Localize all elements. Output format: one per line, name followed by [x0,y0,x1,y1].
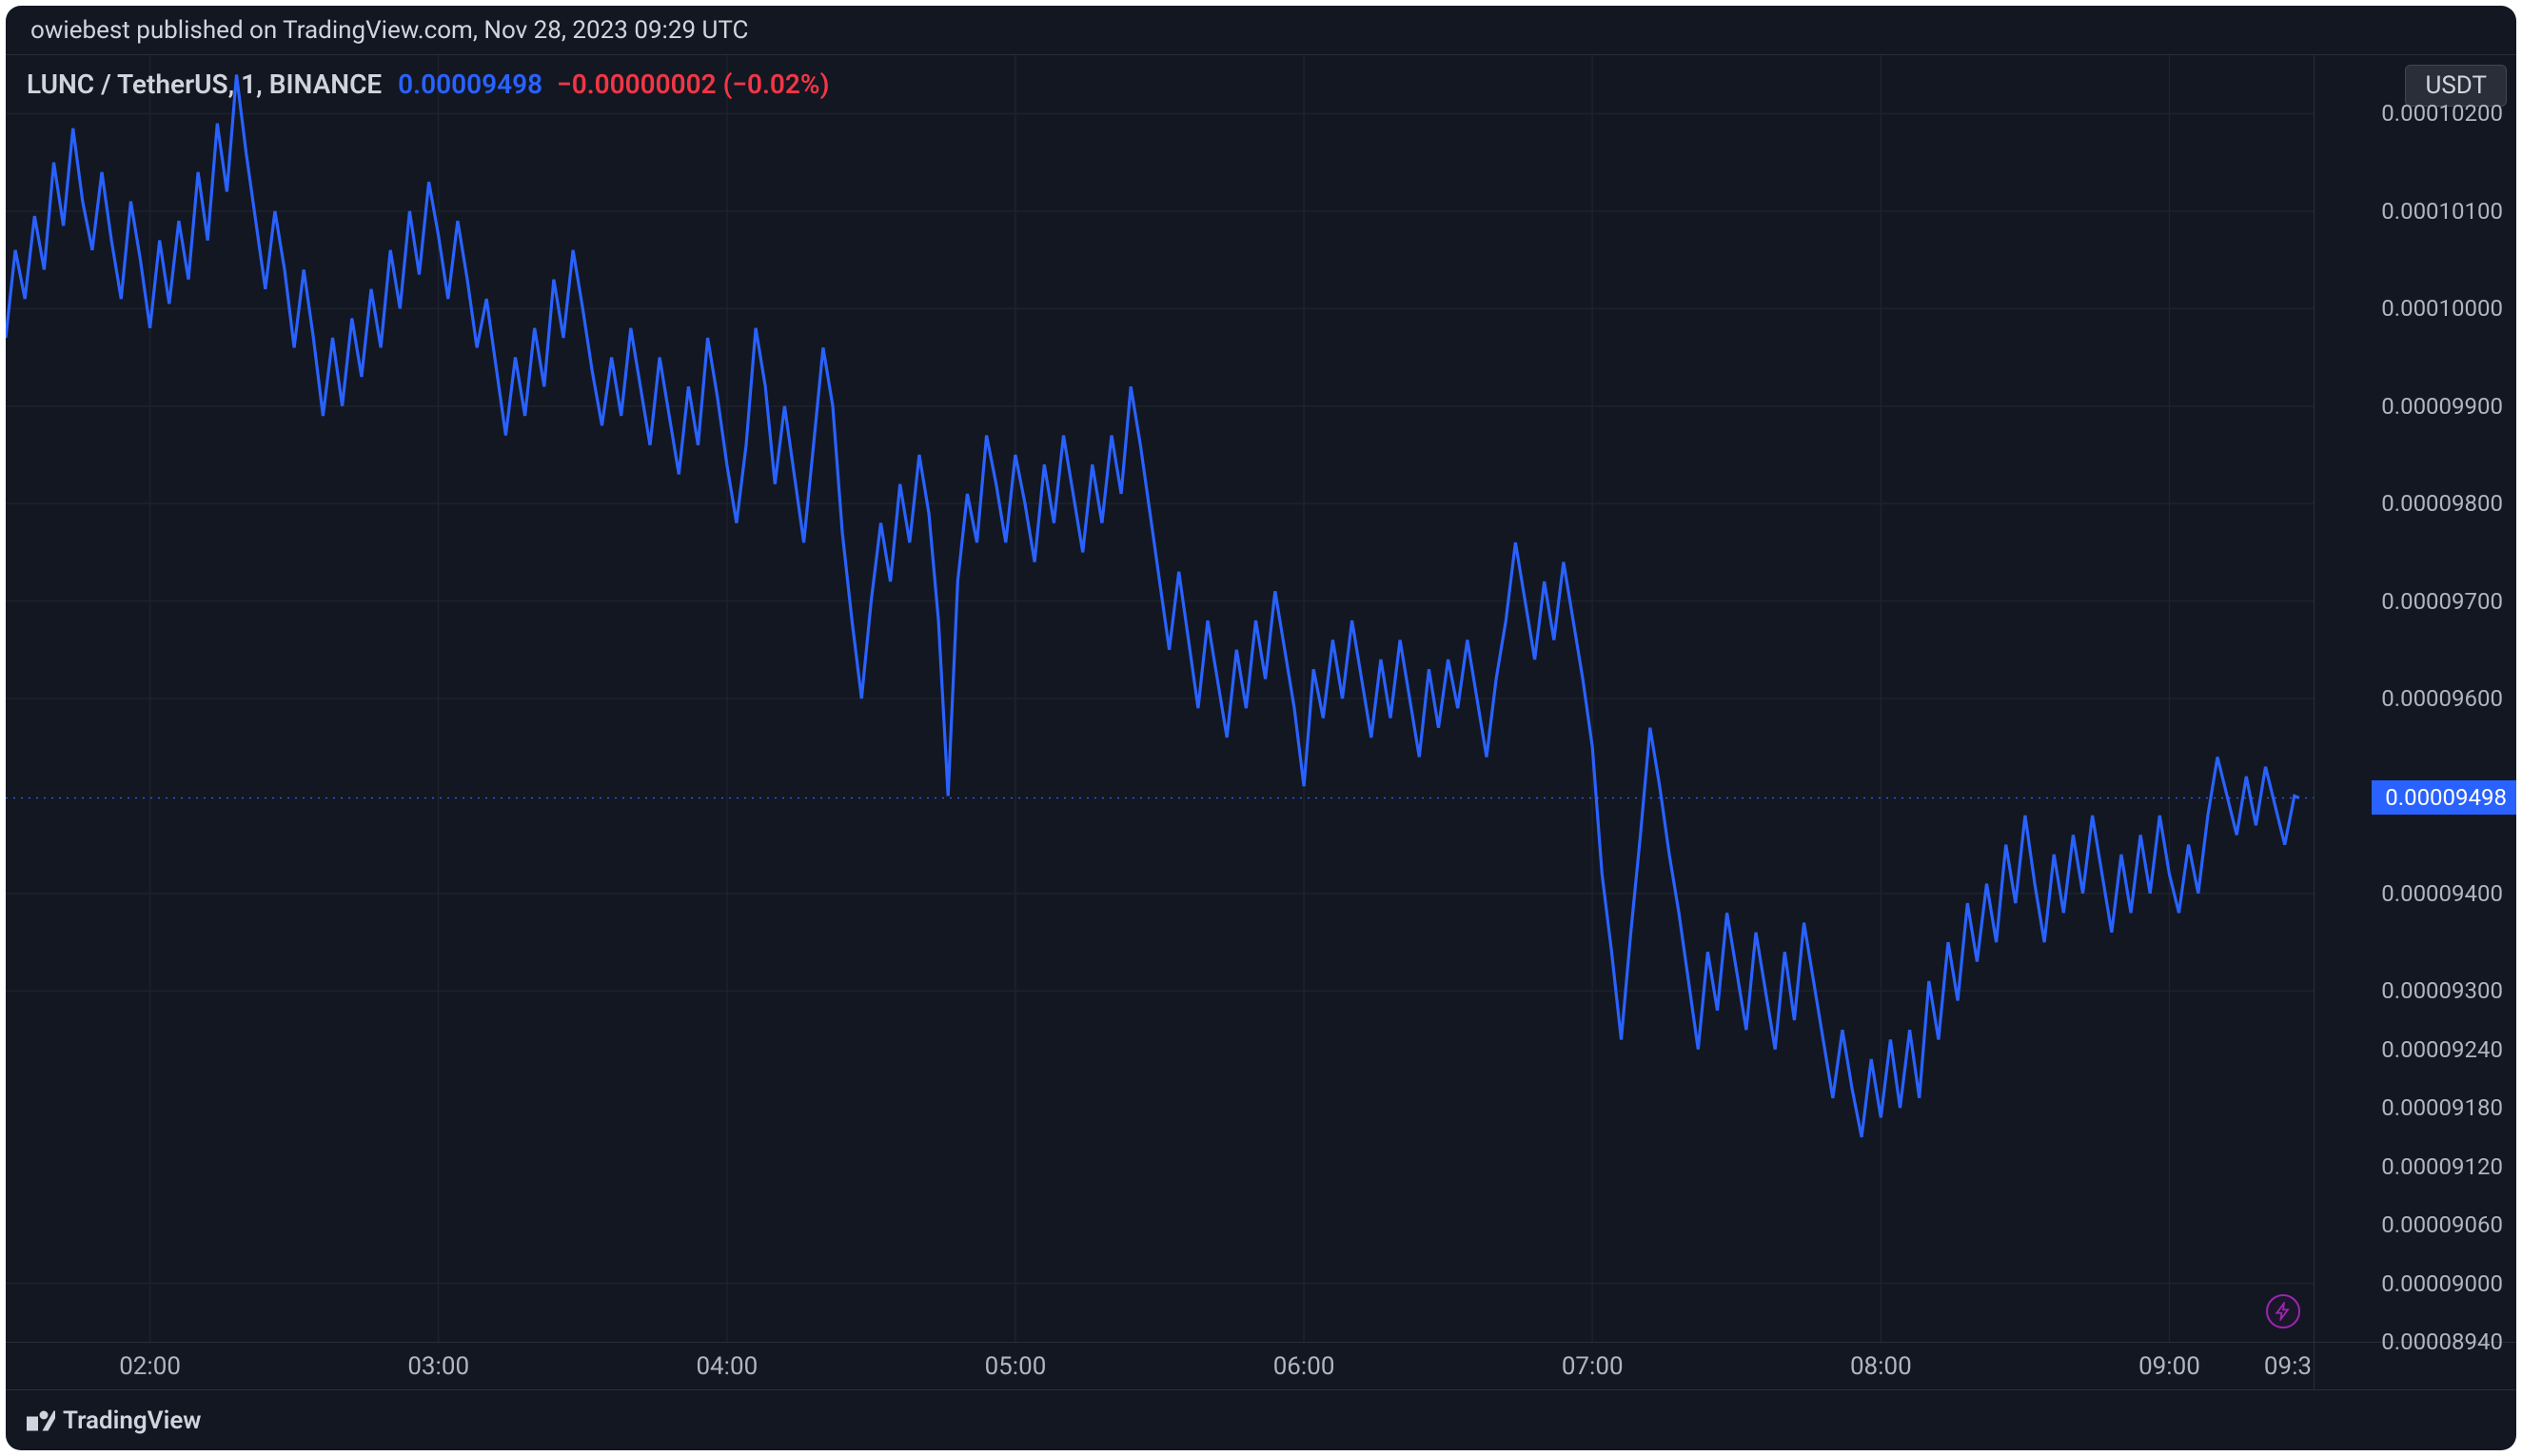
legend-value: 0.00009498 [398,69,542,100]
y-tick: 0.00009240 [2381,1036,2503,1063]
x-tick: 07:00 [1562,1352,1624,1381]
y-tick: 0.00009700 [2381,588,2503,615]
tradingview-logo: TradingView [27,1407,202,1435]
y-tick: 0.00009060 [2381,1211,2503,1238]
y-tick: 0.00010100 [2381,198,2503,225]
y-tick: 0.00009800 [2381,490,2503,517]
last-price-tag: 0.00009498 [2372,780,2516,815]
x-axis[interactable]: 02:00 03:00 04:00 05:00 06:00 07:00 08:00 09:00… [6,1342,2315,1389]
y-tick: 0.00009300 [2381,977,2503,1004]
x-tick: 08:00 [1850,1352,1912,1381]
y-tick: 0.00009900 [2381,393,2503,420]
x-tick: 02:00 [119,1352,181,1381]
plot-area[interactable]: LUNC / TetherUS, 1, BINANCE 0.00009498 −… [6,55,2315,1342]
y-tick: 0.00009400 [2381,880,2503,907]
y-tick: 0.00009180 [2381,1094,2503,1121]
x-tick: 05:00 [985,1352,1047,1381]
y-tick: 0.00009120 [2381,1153,2503,1180]
legend-symbol: LUNC / TetherUS, 1, BINANCE [27,69,382,100]
chart-region: LUNC / TetherUS, 1, BINANCE 0.00009498 −… [6,55,2516,1389]
y-tick: 0.00009000 [2381,1270,2503,1297]
chart-frame: owiebest published on TradingView.com, N… [6,6,2516,1450]
x-tick: 09:00 [2138,1352,2200,1381]
publish-text: owiebest published on TradingView.com, N… [30,16,748,45]
tradingview-icon [27,1410,55,1431]
x-tick: 06:00 [1273,1352,1335,1381]
footer: TradingView [6,1389,2516,1450]
y-tick: 0.00009600 [2381,685,2503,712]
chart-legend: LUNC / TetherUS, 1, BINANCE 0.00009498 −… [27,69,829,100]
y-tick: 0.00010000 [2381,295,2503,322]
y-tick: 0.00008940 [2381,1328,2503,1355]
x-tick: 04:00 [696,1352,758,1381]
x-tick: 09:3 [2264,1352,2312,1381]
y-axis[interactable]: USDT 0.000102000.000101000.000100000.000… [2315,55,2516,1389]
y-tick: 0.00010200 [2381,100,2503,127]
x-tick: 03:00 [407,1352,469,1381]
footer-brand-text: TradingView [63,1407,202,1435]
publish-info: owiebest published on TradingView.com, N… [6,6,2516,55]
snapshot-icon[interactable] [2266,1294,2300,1328]
price-chart-svg [6,55,2314,1342]
legend-change: −0.00000002 (−0.02%) [557,69,829,100]
